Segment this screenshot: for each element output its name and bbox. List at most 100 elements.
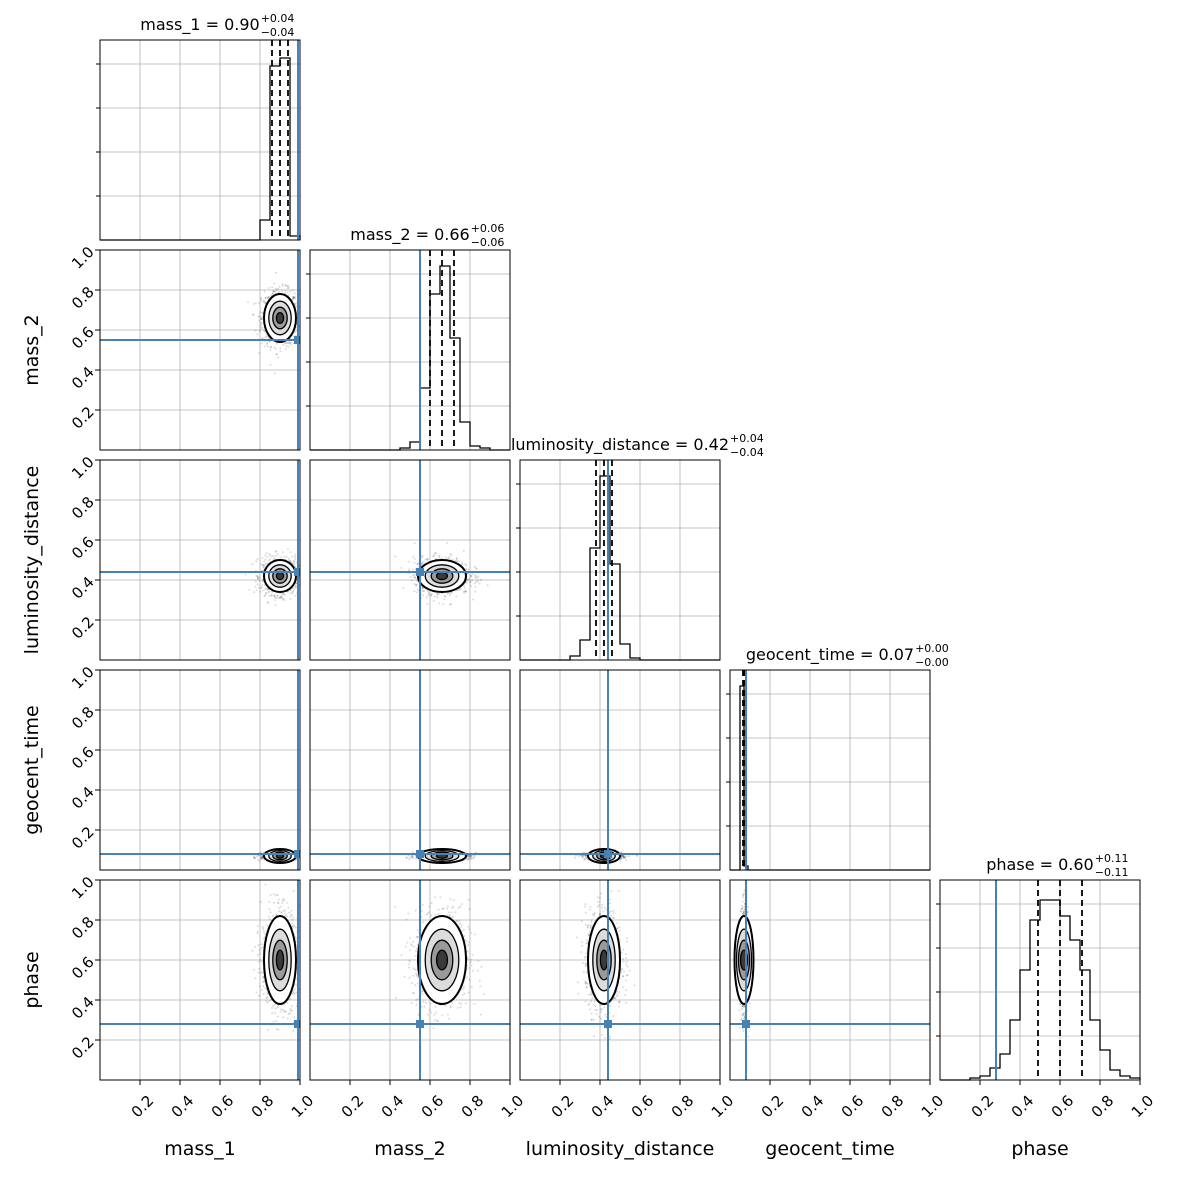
sample-point (260, 855, 263, 858)
sample-point (289, 597, 292, 600)
sample-point (273, 372, 276, 375)
sample-point (246, 301, 249, 304)
density-contour (275, 311, 285, 325)
sample-point (271, 292, 274, 295)
sample-point (281, 284, 284, 287)
sample-point (469, 855, 472, 858)
sample-point (271, 285, 274, 288)
sample-point (286, 548, 289, 551)
sample-point (422, 561, 425, 564)
sample-point (287, 345, 290, 348)
sample-point (274, 550, 277, 553)
sample-point (411, 855, 414, 858)
sample-point (263, 301, 266, 304)
panel-title: luminosity_distance = 0.42 (511, 435, 729, 455)
panel-title: mass_1 = 0.90 (140, 15, 259, 35)
sample-point (264, 302, 267, 305)
sample-point (405, 856, 408, 859)
sample-point (448, 594, 451, 597)
sample-point (422, 594, 425, 597)
sample-point (402, 587, 405, 590)
sample-point (430, 593, 433, 596)
sample-point (408, 568, 411, 571)
sample-point (444, 595, 447, 598)
sample-point (261, 563, 264, 566)
sample-point (413, 583, 416, 586)
sample-point (261, 589, 264, 592)
sample-point (266, 555, 269, 558)
sample-point (421, 587, 424, 590)
sample-point (294, 297, 297, 300)
sample-point (268, 594, 271, 597)
sample-point (474, 576, 477, 579)
sample-point (274, 271, 277, 274)
sample-point (301, 852, 303, 854)
sample-point (455, 595, 458, 598)
sample-point (294, 584, 297, 587)
sample-point (465, 568, 468, 571)
sample-point (258, 328, 261, 331)
sample-point (272, 558, 275, 561)
title-upper-error: +0.06 (471, 222, 505, 235)
sample-point (268, 590, 271, 593)
sample-point (284, 284, 287, 287)
sample-point (292, 296, 295, 299)
sample-point (426, 558, 429, 561)
sample-point (260, 850, 263, 853)
sample-point (415, 591, 418, 594)
sample-point (262, 564, 265, 567)
sample-point (281, 283, 284, 286)
sample-point (267, 296, 270, 299)
sample-point (303, 854, 305, 856)
title-lower-error: −0.04 (261, 26, 295, 39)
sample-point (262, 565, 265, 568)
sample-point (289, 343, 292, 346)
sample-point (264, 558, 267, 561)
sample-point (415, 583, 418, 586)
sample-point (279, 347, 282, 350)
sample-point (467, 857, 470, 860)
title-upper-error: +0.00 (915, 642, 949, 655)
panel-mass_2-vs-luminosity_distance (309, 459, 511, 661)
sample-point (449, 603, 452, 606)
sample-point (469, 855, 472, 858)
sample-point (474, 585, 477, 588)
sample-point (261, 579, 264, 582)
sample-point (291, 555, 294, 558)
sample-point (281, 290, 284, 293)
sample-point (256, 558, 259, 561)
sample-point (263, 594, 266, 597)
sample-point (266, 588, 269, 591)
sample-point (472, 598, 475, 601)
sample-point (464, 563, 467, 566)
sample-point (260, 856, 263, 859)
sample-point (432, 553, 435, 556)
sample-point (270, 346, 273, 349)
sample-point (260, 563, 263, 566)
sample-point (273, 290, 276, 293)
sample-point (273, 595, 276, 598)
sample-point (259, 857, 262, 860)
sample-point (286, 287, 289, 290)
sample-point (469, 580, 472, 583)
density-contour (275, 571, 285, 581)
sample-point (449, 592, 452, 595)
sample-point (266, 600, 269, 603)
sample-point (477, 575, 480, 578)
sample-point (258, 352, 261, 355)
sample-point (258, 315, 261, 318)
sample-point (252, 303, 255, 306)
sample-point (449, 553, 452, 556)
sample-point (293, 302, 296, 305)
sample-point (270, 555, 273, 558)
sample-point (282, 597, 285, 600)
sample-point (478, 582, 481, 585)
sample-point (254, 302, 257, 305)
sample-point (434, 552, 437, 555)
sample-point (457, 588, 460, 591)
sample-point (443, 594, 446, 597)
histogram-mass_2 (310, 265, 510, 451)
sample-point (263, 560, 266, 563)
sample-point (251, 563, 254, 566)
sample-point (416, 562, 419, 565)
